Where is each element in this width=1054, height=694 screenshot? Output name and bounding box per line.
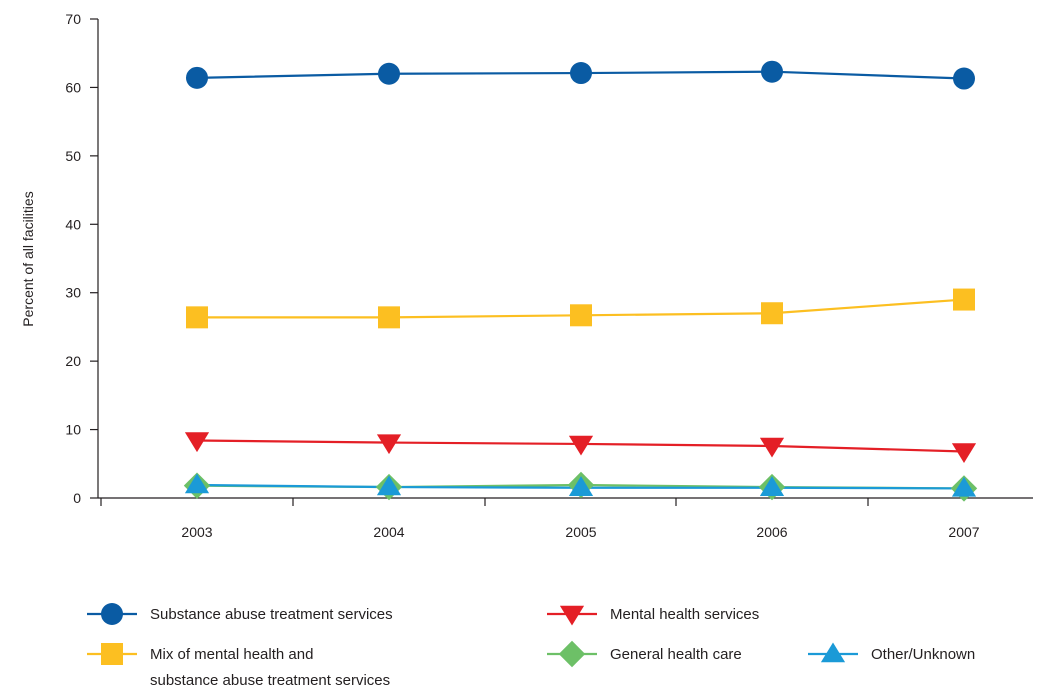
legend-item-1: Mix of mental health and substance abuse … bbox=[87, 643, 390, 689]
legend-label: Other/Unknown bbox=[871, 646, 975, 663]
y-axis-title-group: Percent of all facilities bbox=[20, 191, 36, 326]
data-point bbox=[376, 475, 402, 496]
y-tick-label: 40 bbox=[65, 216, 81, 232]
data-point bbox=[378, 306, 400, 329]
y-tick-label: 20 bbox=[65, 353, 81, 369]
legend: Substance abuse treatment services Mix of… bbox=[87, 603, 975, 689]
legend-item-3: General health care bbox=[547, 640, 742, 668]
legend-item-4: Other/Unknown bbox=[808, 642, 975, 663]
legend-marker bbox=[820, 642, 846, 663]
data-point bbox=[568, 435, 594, 456]
data-point bbox=[568, 476, 594, 496]
data-point bbox=[378, 62, 400, 85]
series-markers-2 bbox=[184, 432, 977, 464]
series-markers-1 bbox=[186, 288, 975, 329]
data-point bbox=[759, 476, 785, 496]
legend-marker bbox=[101, 603, 123, 625]
series-markers-4 bbox=[184, 473, 977, 497]
data-point bbox=[759, 437, 785, 458]
axes: 0 10 20 30 40 50 60 70 2003 2004 2005 2006 2007 bbox=[65, 11, 1033, 540]
series-markers-0 bbox=[186, 60, 975, 90]
x-tick-label: 2004 bbox=[373, 524, 404, 540]
data-point bbox=[761, 60, 783, 83]
legend-item-2: Mental health services bbox=[547, 605, 759, 626]
legend-label: Mental health services bbox=[610, 606, 759, 623]
data-point bbox=[761, 302, 783, 325]
data-point bbox=[570, 304, 592, 327]
y-tick-label: 0 bbox=[73, 490, 81, 506]
series-markers bbox=[183, 60, 978, 502]
data-point bbox=[951, 476, 977, 497]
x-tick-label: 2003 bbox=[181, 524, 212, 540]
legend-marker bbox=[559, 605, 585, 626]
legend-item-0: Substance abuse treatment services bbox=[87, 603, 393, 625]
x-tick-label: 2006 bbox=[756, 524, 787, 540]
data-point bbox=[953, 288, 975, 311]
data-point bbox=[184, 432, 210, 453]
legend-marker bbox=[558, 640, 586, 668]
y-tick-label: 50 bbox=[65, 148, 81, 164]
data-point bbox=[376, 434, 402, 455]
data-point bbox=[953, 67, 975, 90]
legend-label: General health care bbox=[610, 646, 742, 663]
data-point bbox=[186, 66, 208, 89]
y-tick-label: 70 bbox=[65, 11, 81, 27]
data-point bbox=[186, 306, 208, 329]
data-point bbox=[570, 62, 592, 85]
y-axis-title: Percent of all facilities bbox=[20, 191, 36, 326]
x-tick-label: 2007 bbox=[948, 524, 979, 540]
y-tick-label: 10 bbox=[65, 422, 81, 438]
legend-label: Substance abuse treatment services bbox=[150, 606, 393, 623]
series-lines bbox=[196, 70, 965, 490]
y-tick-label: 60 bbox=[65, 79, 81, 95]
legend-label: Mix of mental health and bbox=[150, 646, 313, 663]
legend-label: substance abuse treatment services bbox=[150, 672, 390, 689]
x-tick-label: 2005 bbox=[565, 524, 596, 540]
data-point bbox=[184, 473, 210, 494]
data-point bbox=[951, 443, 977, 464]
y-tick-label: 30 bbox=[65, 285, 81, 301]
legend-marker bbox=[101, 643, 123, 665]
